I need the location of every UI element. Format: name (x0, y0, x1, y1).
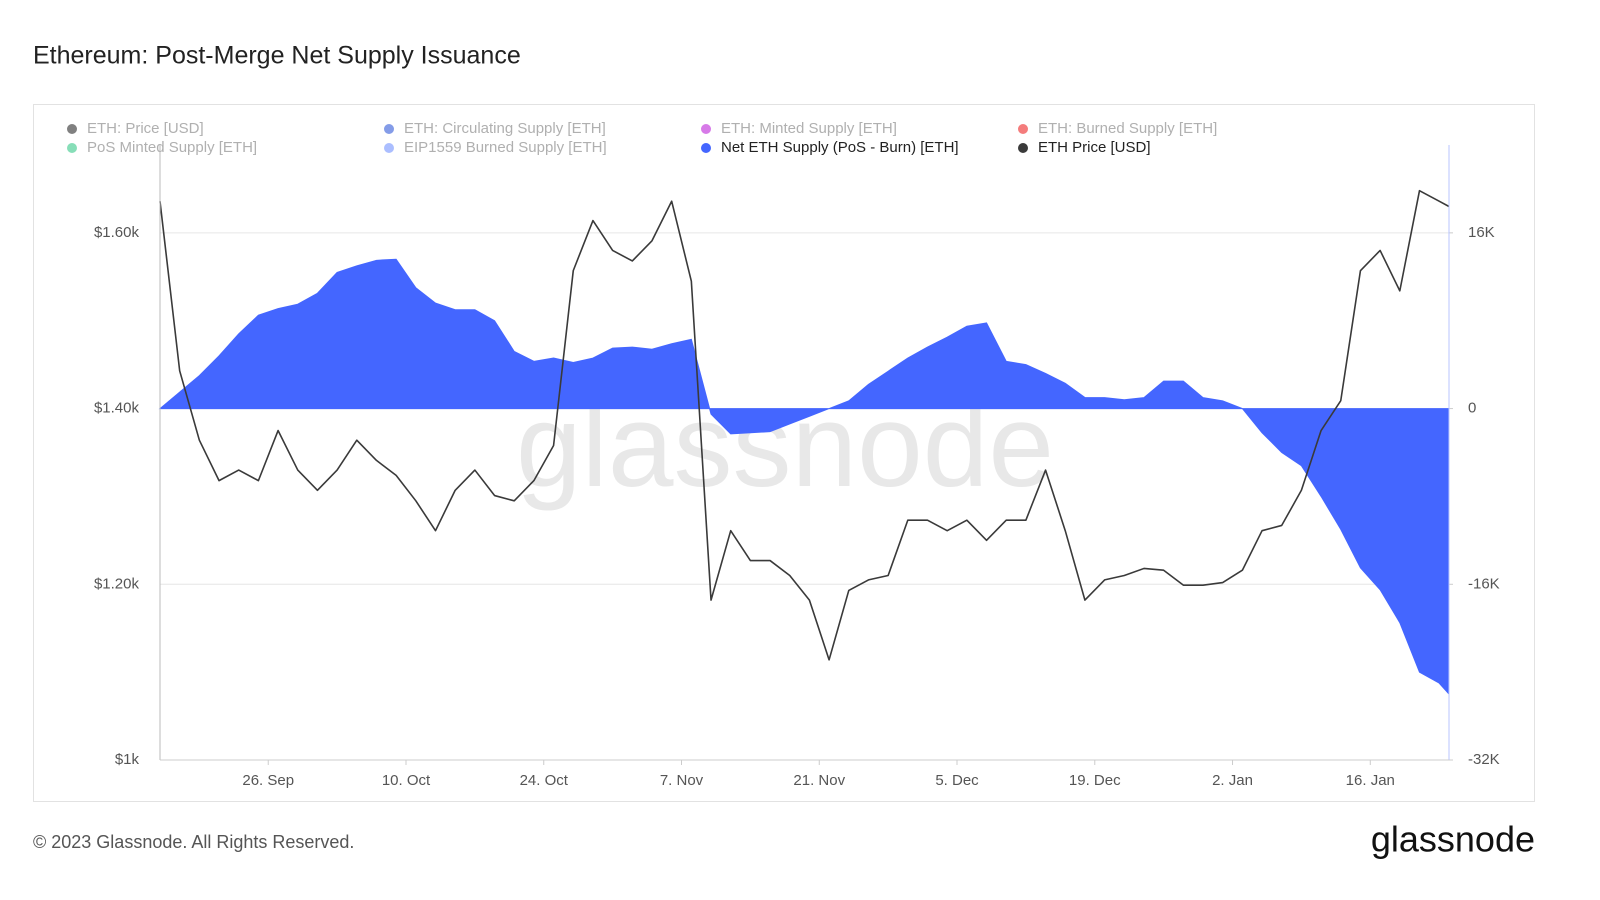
legend-label: ETH: Price [USD] (87, 120, 204, 137)
x-tick-label: 21. Nov (793, 772, 845, 789)
logo: glassnode (1371, 819, 1535, 860)
y2-tick-label: 0 (1468, 400, 1476, 417)
chart-title: Ethereum: Post-Merge Net Supply Issuance (33, 42, 521, 70)
legend-dot (384, 124, 394, 134)
y-tick-label: $1.60k (94, 224, 140, 241)
legend-label: ETH: Burned Supply [ETH] (1038, 120, 1217, 137)
legend-dot (1018, 124, 1028, 134)
legend-label: ETH: Circulating Supply [ETH] (404, 120, 606, 137)
y-tick-label: $1k (115, 751, 140, 768)
legend-label: Net ETH Supply (PoS - Burn) [ETH] (721, 139, 959, 156)
legend-label: EIP1559 Burned Supply [ETH] (404, 139, 607, 156)
legend-dot (384, 143, 394, 153)
x-tick-label: 19. Dec (1069, 772, 1121, 789)
x-tick-label: 5. Dec (935, 772, 979, 789)
net-supply-area (158, 258, 1450, 696)
x-tick-label: 24. Oct (520, 772, 569, 789)
legend-dot (701, 143, 711, 153)
legend-dot (67, 143, 77, 153)
y2-tick-label: -32K (1468, 751, 1500, 768)
x-tick-label: 7. Nov (660, 772, 704, 789)
legend-dot (1018, 143, 1028, 153)
y2-tick-label: 16K (1468, 224, 1495, 241)
x-tick-label: 16. Jan (1346, 772, 1395, 789)
footer: © 2023 Glassnode. All Rights Reserved. (33, 832, 354, 852)
legend-label: PoS Minted Supply [ETH] (87, 139, 257, 156)
y-tick-label: $1.20k (94, 575, 140, 592)
x-tick-label: 26. Sep (242, 772, 294, 789)
legend-label: ETH Price [USD] (1038, 139, 1151, 156)
legend-dot (701, 124, 711, 134)
y-tick-label: $1.40k (94, 400, 140, 417)
x-tick-label: 10. Oct (382, 772, 431, 789)
price-line (159, 189, 1450, 661)
legend-dot (67, 124, 77, 134)
y2-tick-label: -16K (1468, 575, 1500, 592)
legend-label: ETH: Minted Supply [ETH] (721, 120, 897, 137)
x-tick-label: 2. Jan (1212, 772, 1253, 789)
